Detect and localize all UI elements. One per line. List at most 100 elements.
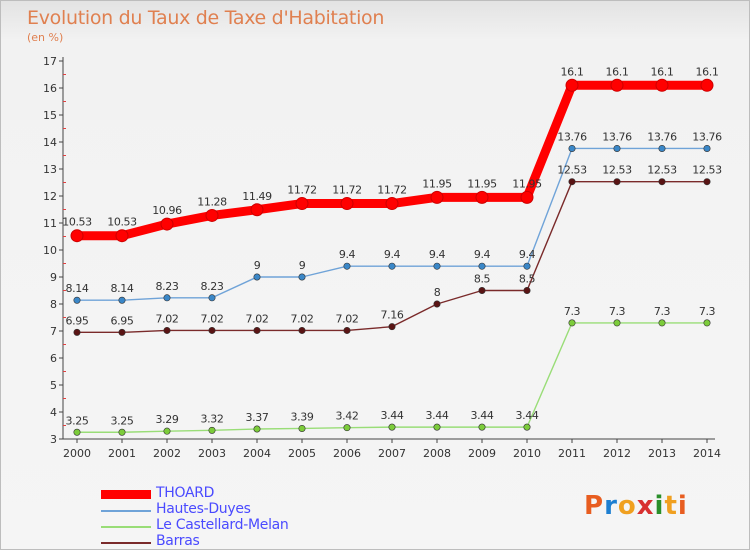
data-point <box>523 262 531 270</box>
x-tick-label: 2010 <box>513 447 541 460</box>
data-label: 3.32 <box>201 412 224 425</box>
data-label: 3.29 <box>156 413 179 426</box>
y-tick-label: 8 <box>50 298 57 311</box>
data-label: 3.44 <box>426 409 449 422</box>
data-point <box>703 178 711 186</box>
y-tick-label: 7 <box>50 325 57 338</box>
data-label: 6.95 <box>66 314 89 327</box>
data-point <box>298 424 306 432</box>
x-tick-label: 2003 <box>198 447 226 460</box>
data-point <box>163 326 171 334</box>
x-tick-label: 2012 <box>603 447 631 460</box>
x-tick-label: 2005 <box>288 447 316 460</box>
data-point <box>160 217 174 231</box>
y-tick-label: 3 <box>50 433 57 446</box>
data-label: 8 <box>434 286 441 299</box>
data-point <box>523 286 531 294</box>
data-label: 10.53 <box>62 216 92 229</box>
data-point <box>115 229 129 243</box>
data-label: 3.44 <box>381 409 404 422</box>
data-label: 9.4 <box>429 248 446 261</box>
data-label: 11.49 <box>242 190 272 203</box>
proxiti-logo: Proxiti <box>584 491 688 521</box>
data-label: 12.53 <box>602 164 632 177</box>
data-point <box>658 144 666 152</box>
data-label: 10.53 <box>107 216 137 229</box>
legend-label: THOARD <box>156 485 215 501</box>
data-label: 9 <box>299 259 306 272</box>
legend-swatch <box>101 542 151 544</box>
data-point <box>703 144 711 152</box>
x-tick-label: 2006 <box>333 447 361 460</box>
x-tick-label: 2013 <box>648 447 676 460</box>
data-label: 12.53 <box>557 164 587 177</box>
x-tick-label: 2002 <box>153 447 181 460</box>
data-point <box>118 328 126 336</box>
data-label: 7.02 <box>291 312 314 325</box>
data-label: 11.95 <box>467 177 497 190</box>
data-point <box>340 197 354 211</box>
logo-letter: P <box>584 491 605 521</box>
data-point <box>163 427 171 435</box>
data-point <box>253 326 261 334</box>
data-label: 11.28 <box>197 195 227 208</box>
data-point <box>295 197 309 211</box>
data-point <box>430 190 444 204</box>
data-label: 16.1 <box>561 65 584 78</box>
data-label: 9.4 <box>519 248 536 261</box>
data-label: 7.3 <box>699 305 716 318</box>
data-point <box>478 286 486 294</box>
data-label: 3.37 <box>246 411 269 424</box>
data-point <box>205 208 219 222</box>
data-point <box>343 424 351 432</box>
x-tick-label: 2000 <box>63 447 91 460</box>
data-label: 10.96 <box>152 204 182 217</box>
data-point <box>298 326 306 334</box>
data-label: 3.39 <box>291 410 314 423</box>
legend-swatch <box>101 510 151 512</box>
data-point <box>568 144 576 152</box>
x-tick-label: 2011 <box>558 447 586 460</box>
data-point <box>208 326 216 334</box>
data-point <box>433 262 441 270</box>
data-label: 11.72 <box>287 184 317 197</box>
logo-letter: r <box>604 491 618 521</box>
data-label: 8.23 <box>201 280 224 293</box>
data-point <box>658 319 666 327</box>
data-label: 8.23 <box>156 280 179 293</box>
x-tick-label: 2014 <box>693 447 721 460</box>
data-label: 3.44 <box>471 409 494 422</box>
data-point <box>565 78 579 92</box>
x-tick-label: 2008 <box>423 447 451 460</box>
data-point <box>478 423 486 431</box>
data-label: 9.4 <box>384 248 401 261</box>
data-label: 7.02 <box>156 312 179 325</box>
data-point <box>388 262 396 270</box>
data-label: 13.76 <box>602 130 632 143</box>
y-tick-label: 9 <box>50 271 57 284</box>
data-label: 11.95 <box>422 177 452 190</box>
data-point <box>568 178 576 186</box>
data-point <box>520 190 534 204</box>
legend-label: Hautes-Duyes <box>156 501 251 517</box>
data-point <box>343 262 351 270</box>
logo-letter: o <box>617 491 637 521</box>
data-point <box>250 203 264 217</box>
y-tick-label: 15 <box>43 109 57 122</box>
data-label: 13.76 <box>557 130 587 143</box>
y-tick-label: 17 <box>43 55 57 68</box>
data-label: 8.14 <box>111 282 134 295</box>
logo-letter: i <box>654 491 665 521</box>
y-tick-label: 16 <box>43 82 57 95</box>
legend-label: Barras <box>156 533 200 549</box>
data-label: 6.95 <box>111 314 134 327</box>
logo-letter: x <box>636 491 655 521</box>
y-tick-label: 11 <box>43 217 57 230</box>
data-point <box>703 319 711 327</box>
data-label: 13.76 <box>692 130 722 143</box>
legend-swatch <box>101 490 151 499</box>
legend-label: Le Castellard-Melan <box>156 517 289 533</box>
data-point <box>658 178 666 186</box>
